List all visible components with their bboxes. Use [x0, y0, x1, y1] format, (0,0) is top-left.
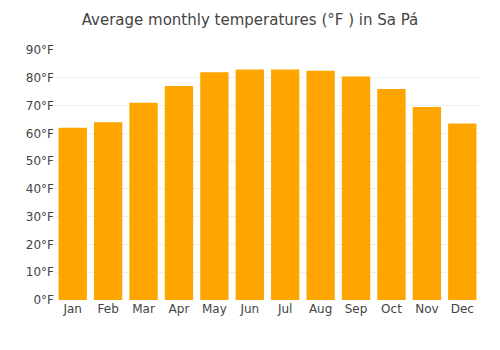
svg-text:Oct: Oct	[381, 302, 402, 316]
svg-text:20°F: 20°F	[26, 238, 54, 252]
svg-text:70°F: 70°F	[26, 99, 54, 113]
svg-text:Average monthly temperatures (: Average monthly temperatures (°F ) in Sa…	[82, 11, 419, 29]
svg-text:0°F: 0°F	[33, 293, 54, 307]
svg-text:Jul: Jul	[277, 302, 292, 316]
svg-text:60°F: 60°F	[26, 127, 54, 141]
svg-text:Apr: Apr	[169, 302, 190, 316]
svg-text:90°F: 90°F	[26, 43, 54, 57]
svg-text:40°F: 40°F	[26, 182, 54, 196]
svg-text:50°F: 50°F	[26, 154, 54, 168]
svg-text:Sep: Sep	[345, 302, 368, 316]
svg-text:Aug: Aug	[309, 302, 332, 316]
svg-text:Feb: Feb	[98, 302, 119, 316]
svg-text:Nov: Nov	[415, 302, 438, 316]
svg-text:Jun: Jun	[239, 302, 259, 316]
svg-text:30°F: 30°F	[26, 210, 54, 224]
svg-text:Jan: Jan	[62, 302, 82, 316]
svg-text:May: May	[202, 302, 227, 316]
svg-text:80°F: 80°F	[26, 71, 54, 85]
svg-text:Mar: Mar	[132, 302, 155, 316]
svg-text:10°F: 10°F	[26, 265, 54, 279]
svg-text:Dec: Dec	[451, 302, 474, 316]
